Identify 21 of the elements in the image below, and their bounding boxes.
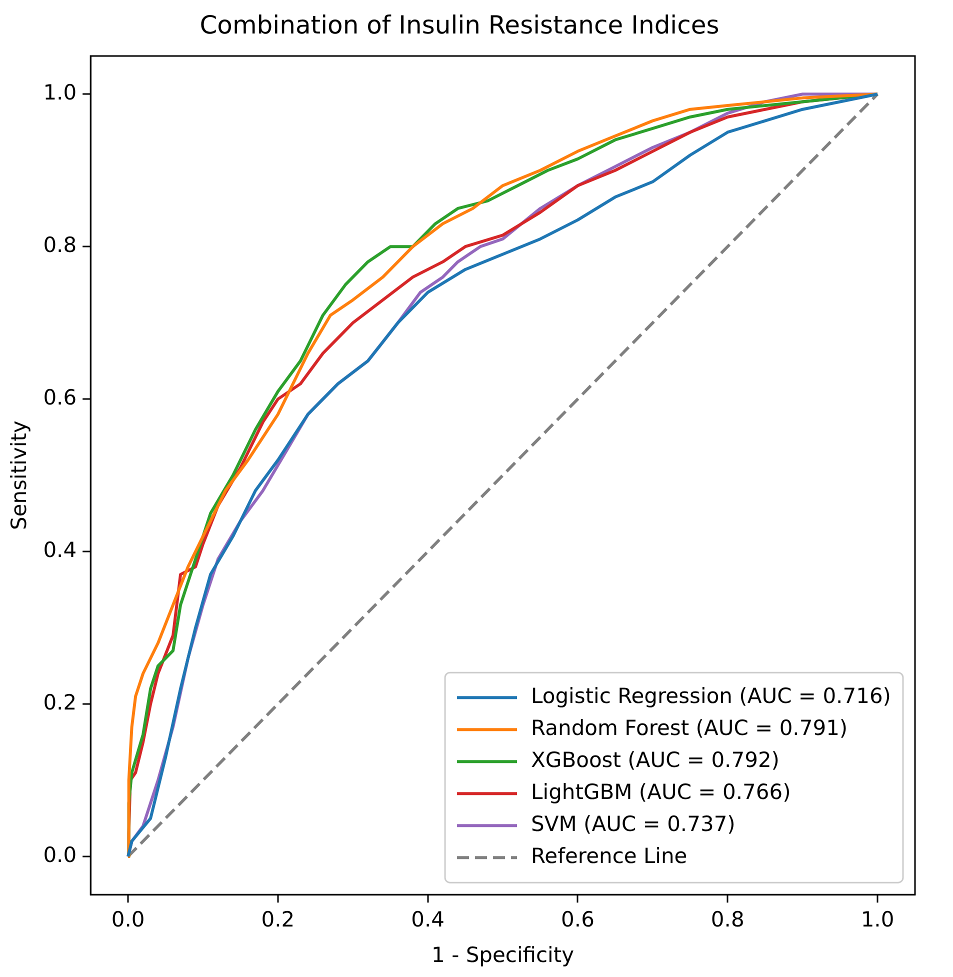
x-tick-label: 0.4 [411,908,445,932]
y-tick-label: 1.0 [43,80,77,105]
x-tick-label: 1.0 [860,908,894,932]
x-tick-label: 0.0 [111,908,145,932]
y-axis-title: Sensitivity [7,420,32,530]
x-tick-label: 0.8 [710,908,744,932]
y-tick-label: 0.2 [43,690,77,714]
chart-title: Combination of Insulin Resistance Indices [200,10,720,40]
y-tick-label: 0.8 [43,233,77,258]
legend-label: Reference Line [531,844,688,868]
legend-label: LightGBM (AUC = 0.766) [531,780,791,804]
y-tick-label: 0.6 [43,386,77,410]
y-tick-label: 0.0 [43,842,77,867]
legend-label: Random Forest (AUC = 0.791) [531,716,848,740]
legend-label: SVM (AUC = 0.737) [531,812,736,836]
x-tick-label: 0.6 [561,908,594,932]
legend-label: Logistic Regression (AUC = 0.716) [531,684,892,708]
y-tick-label: 0.4 [43,538,77,562]
x-axis-title: 1 - Specificity [432,942,574,967]
x-tick-label: 0.2 [261,908,295,932]
legend-label: XGBoost (AUC = 0.792) [531,748,780,772]
